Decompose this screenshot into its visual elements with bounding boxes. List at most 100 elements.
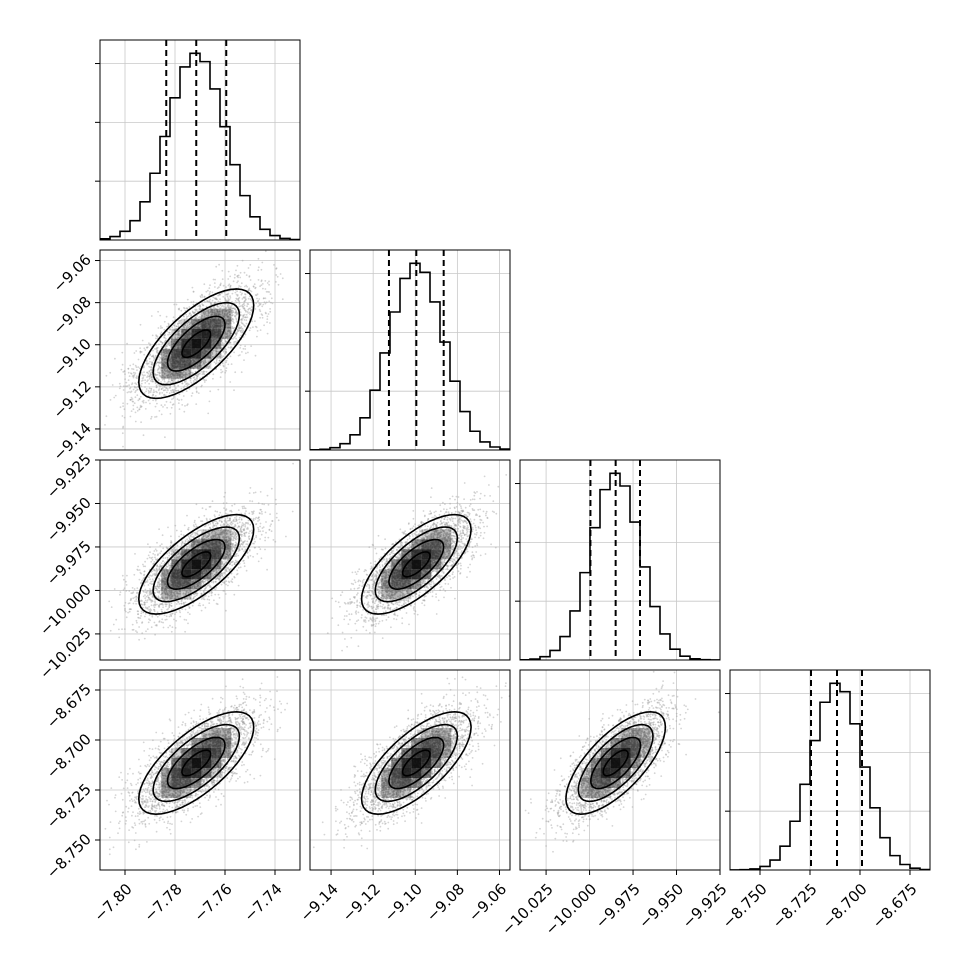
sample-point: [197, 326, 200, 329]
sample-point: [169, 328, 172, 330]
sample-point: [279, 273, 282, 275]
sample-point: [150, 368, 152, 371]
sample-point: [227, 346, 230, 349]
sample-point: [156, 335, 159, 338]
sample-point: [128, 375, 131, 377]
sample-point: [163, 354, 165, 357]
sample-point: [218, 312, 221, 315]
sample-point: [159, 374, 162, 377]
sample-point: [230, 332, 233, 335]
sample-point: [255, 326, 258, 329]
sample-point: [156, 402, 158, 405]
sample-point: [132, 597, 135, 600]
sample-point: [232, 280, 235, 283]
sample-point: [164, 365, 167, 367]
sample-point: [171, 626, 174, 629]
sample-point: [237, 354, 240, 357]
sample-point: [221, 310, 223, 312]
sample-point: [141, 339, 144, 342]
sample-point: [235, 333, 238, 335]
sample-point: [179, 374, 181, 377]
sample-point: [182, 372, 184, 374]
sample-point: [158, 372, 161, 375]
sample-point: [170, 346, 173, 349]
sample-point: [225, 313, 228, 316]
sample-point: [186, 385, 189, 387]
sample-point: [249, 289, 252, 292]
sample-point: [237, 330, 240, 332]
sample-point: [146, 363, 149, 366]
sample-point: [227, 320, 230, 322]
sample-point: [141, 377, 144, 380]
sample-point: [262, 297, 265, 300]
sample-point: [165, 315, 168, 318]
sample-point: [221, 322, 224, 325]
sample-point: [191, 358, 194, 361]
sample-point: [227, 304, 230, 307]
sample-point: [227, 315, 230, 318]
sample-point: [209, 310, 212, 313]
sample-point: [220, 328, 223, 331]
sample-point: [144, 374, 146, 377]
sample-point: [236, 330, 239, 333]
sample-point: [183, 326, 186, 328]
sample-point: [250, 290, 253, 293]
sample-point: [219, 307, 222, 309]
sample-point: [246, 310, 249, 313]
sample-point: [235, 520, 238, 522]
sample-point: [180, 376, 183, 378]
sample-point: [256, 300, 259, 303]
sample-point: [269, 525, 272, 527]
sample-point: [224, 353, 226, 355]
sample-point: [236, 329, 239, 331]
sample-point: [161, 586, 164, 589]
sample-point: [152, 356, 155, 358]
sample-point: [209, 290, 212, 293]
sample-point: [170, 541, 172, 544]
sample-point: [148, 556, 151, 559]
sample-point: [189, 596, 192, 599]
sample-point: [203, 373, 206, 376]
sample-point: [133, 402, 136, 405]
sample-point: [199, 323, 202, 326]
sample-point: [213, 313, 216, 316]
sample-point: [210, 308, 213, 311]
sample-point: [162, 365, 165, 368]
sample-point: [219, 355, 222, 358]
sample-point: [214, 362, 217, 365]
sample-point: [226, 335, 229, 338]
sample-point: [204, 312, 207, 315]
sample-point: [258, 308, 261, 311]
sample-point: [233, 593, 236, 596]
sample-point: [213, 282, 216, 284]
sample-point: [222, 284, 225, 287]
sample-point: [227, 548, 229, 551]
density-cell: [181, 318, 192, 329]
sample-point: [221, 370, 224, 373]
sample-point: [167, 342, 170, 345]
sample-point: [210, 309, 213, 311]
sample-point: [195, 390, 198, 393]
sample-point: [253, 283, 256, 286]
sample-point: [235, 334, 238, 336]
sample-point: [232, 289, 235, 292]
sample-point: [139, 323, 142, 326]
sample-point: [209, 311, 212, 314]
sample-point: [123, 370, 126, 373]
sample-point: [175, 387, 177, 389]
sample-point: [196, 375, 199, 377]
sample-point: [159, 333, 162, 335]
sample-point: [188, 323, 191, 326]
sample-point: [235, 337, 238, 340]
sample-point: [228, 322, 231, 325]
sample-point: [168, 349, 171, 351]
sample-point: [238, 518, 241, 521]
sample-point: [188, 306, 191, 308]
sample-point: [238, 296, 241, 299]
sample-point: [235, 269, 237, 272]
sample-point: [169, 371, 171, 374]
sample-point: [134, 372, 137, 374]
sample-point: [281, 277, 284, 280]
sample-point: [198, 326, 200, 329]
sample-point: [165, 400, 168, 403]
